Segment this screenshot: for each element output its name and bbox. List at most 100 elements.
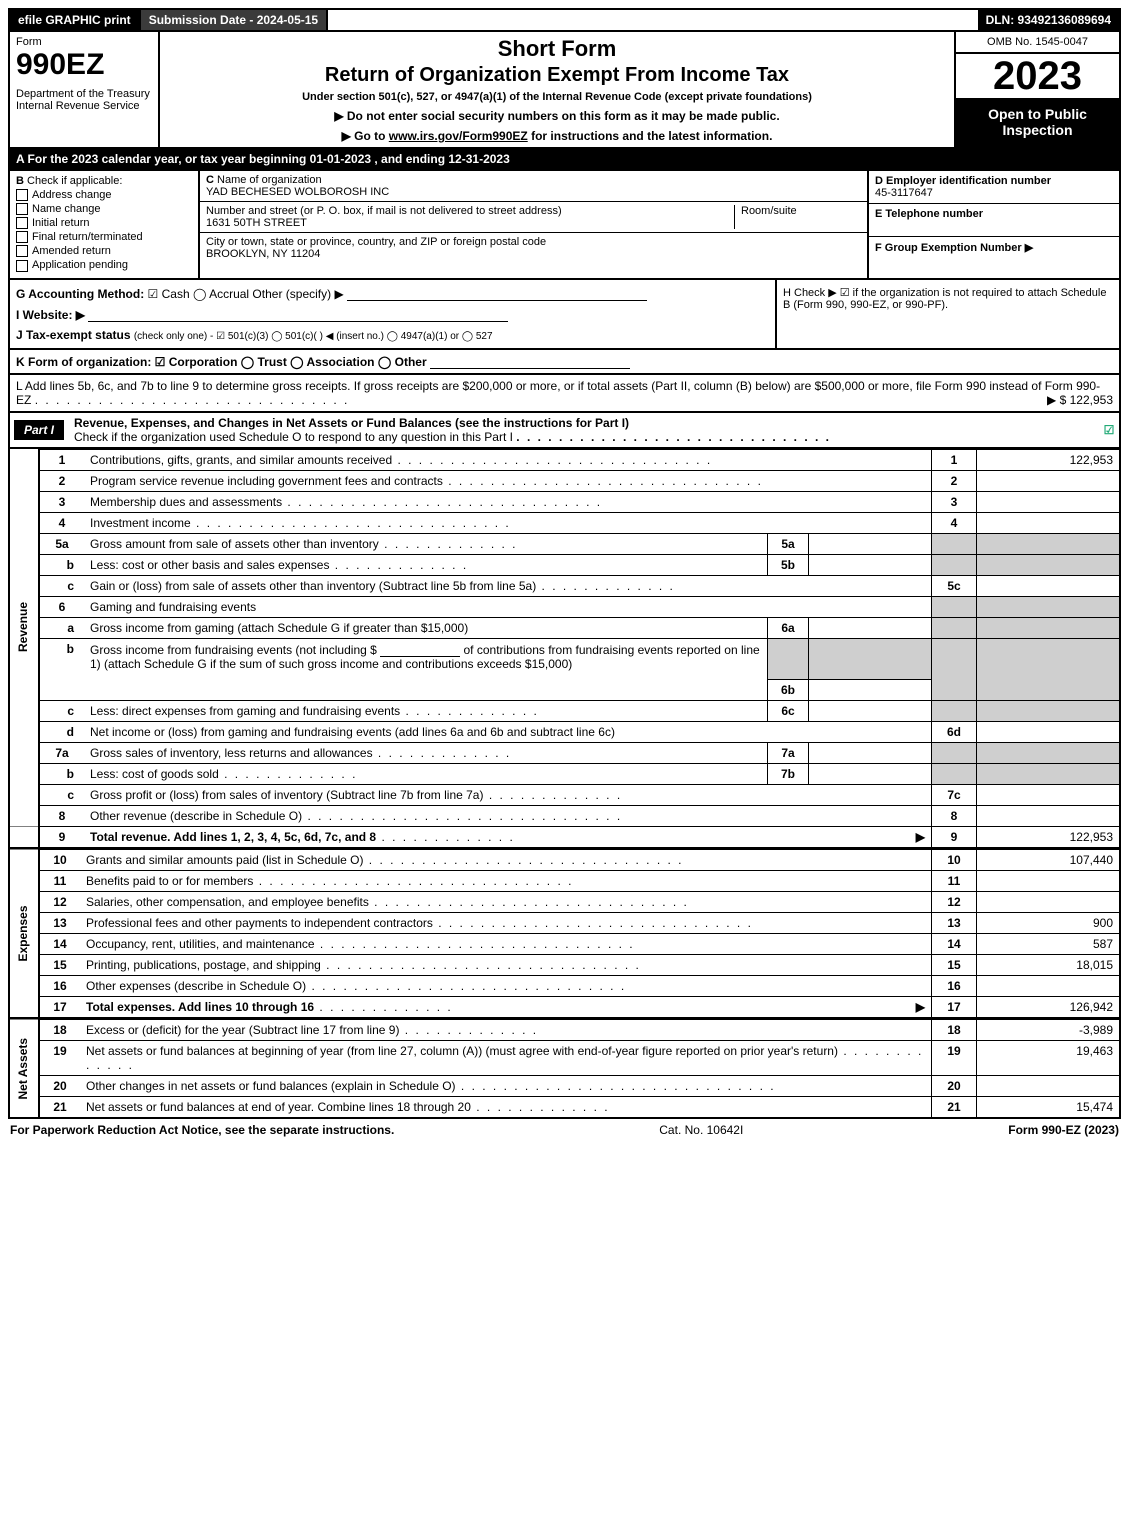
l16-desc: Other expenses (describe in Schedule O) bbox=[86, 979, 626, 993]
l19-num: 19 bbox=[39, 1040, 80, 1075]
l4-num: 4 bbox=[39, 512, 84, 533]
l5a-iv bbox=[809, 534, 932, 554]
l17-rnum: 17 bbox=[932, 996, 977, 1018]
box-d: D Employer identification number 45-3117… bbox=[869, 171, 1119, 278]
box-b-label: B bbox=[16, 175, 24, 187]
l3-val bbox=[977, 491, 1121, 512]
l11-num: 11 bbox=[39, 870, 80, 891]
l6a-desc: Gross income from gaming (attach Schedul… bbox=[90, 621, 468, 635]
k-text: K Form of organization: ☑ Corporation ◯ … bbox=[16, 355, 427, 369]
l8-num: 8 bbox=[39, 805, 84, 826]
form-word: Form bbox=[16, 36, 152, 48]
website-input[interactable] bbox=[88, 307, 508, 322]
l4-desc: Investment income bbox=[90, 516, 511, 530]
l20-val bbox=[977, 1075, 1121, 1096]
l5b-num: b bbox=[39, 554, 84, 575]
k-other-input[interactable] bbox=[430, 354, 630, 369]
cb-application-pending[interactable] bbox=[16, 260, 28, 272]
part1-title-text: Revenue, Expenses, and Changes in Net As… bbox=[74, 416, 629, 430]
l5b-shade1 bbox=[932, 554, 977, 575]
l7b-num: b bbox=[39, 763, 84, 784]
l2-desc: Program service revenue including govern… bbox=[90, 474, 763, 488]
l6d-num: d bbox=[39, 721, 84, 742]
l7a-iv bbox=[809, 743, 932, 763]
l7a-num: 7a bbox=[39, 742, 84, 763]
l7c-desc: Gross profit or (loss) from sales of inv… bbox=[90, 788, 622, 802]
l10-desc: Grants and similar amounts paid (list in… bbox=[86, 853, 684, 867]
l7a-il: 7a bbox=[768, 743, 809, 763]
cb-address-change[interactable] bbox=[16, 189, 28, 201]
l6-shade1 bbox=[932, 596, 977, 617]
l5a-il: 5a bbox=[768, 534, 809, 554]
l17-val: 126,942 bbox=[977, 996, 1121, 1018]
inspection-badge: Open to Public Inspection bbox=[956, 100, 1119, 147]
sidebar-blank bbox=[9, 805, 39, 826]
footer: For Paperwork Reduction Act Notice, see … bbox=[8, 1119, 1121, 1137]
l11-val bbox=[977, 870, 1121, 891]
l14-val: 587 bbox=[977, 933, 1121, 954]
l6b-shade2 bbox=[977, 638, 1121, 700]
l1-rnum: 1 bbox=[932, 449, 977, 470]
l2-rnum: 2 bbox=[932, 470, 977, 491]
cb-name-change[interactable] bbox=[16, 203, 28, 215]
l21-val: 15,474 bbox=[977, 1096, 1121, 1118]
street-label: Number and street (or P. O. box, if mail… bbox=[206, 205, 562, 217]
l7a-shade1 bbox=[932, 742, 977, 763]
l6b-amount-input[interactable] bbox=[380, 642, 460, 657]
l21-desc: Net assets or fund balances at end of ye… bbox=[86, 1100, 610, 1114]
box-b-text: Check if applicable: bbox=[27, 175, 122, 187]
l9-rnum: 9 bbox=[932, 826, 977, 848]
l6-desc: Gaming and fundraising events bbox=[84, 596, 932, 617]
l21-num: 21 bbox=[39, 1096, 80, 1118]
footer-right: Form 990-EZ (2023) bbox=[1008, 1123, 1119, 1137]
opt-name: Name change bbox=[32, 203, 101, 215]
l8-rnum: 8 bbox=[932, 805, 977, 826]
l6c-shade1 bbox=[932, 700, 977, 721]
form-number: 990EZ bbox=[16, 48, 152, 82]
section-a: A For the 2023 calendar year, or tax yea… bbox=[8, 149, 1121, 171]
part1-title: Revenue, Expenses, and Changes in Net As… bbox=[68, 413, 1099, 447]
info-grid: B Check if applicable: Address change Na… bbox=[8, 171, 1121, 280]
l3-rnum: 3 bbox=[932, 491, 977, 512]
l14-num: 14 bbox=[39, 933, 80, 954]
cb-final-return[interactable] bbox=[16, 231, 28, 243]
l2-val bbox=[977, 470, 1121, 491]
irs-link[interactable]: www.irs.gov/Form990EZ bbox=[389, 129, 528, 143]
l3-desc: Membership dues and assessments bbox=[90, 495, 602, 509]
sidebar-expenses: Expenses bbox=[9, 849, 39, 1018]
l19-desc: Net assets or fund balances at beginning… bbox=[86, 1044, 923, 1072]
part1-check-line: Check if the organization used Schedule … bbox=[74, 430, 513, 444]
l18-desc: Excess or (deficit) for the year (Subtra… bbox=[86, 1023, 538, 1037]
l7c-rnum: 7c bbox=[932, 784, 977, 805]
l11-desc: Benefits paid to or for members bbox=[86, 874, 573, 888]
l6b-shade1 bbox=[932, 638, 977, 700]
l6d-val bbox=[977, 721, 1121, 742]
l1-desc: Contributions, gifts, grants, and simila… bbox=[90, 453, 712, 467]
cb-initial-return[interactable] bbox=[16, 217, 28, 229]
l17-arrow: ▶ bbox=[916, 1000, 925, 1014]
l6a-shade1 bbox=[932, 617, 977, 638]
l9-arrow: ▶ bbox=[916, 830, 925, 844]
l12-desc: Salaries, other compensation, and employ… bbox=[86, 895, 689, 909]
l6b-shade-top2 bbox=[809, 639, 932, 680]
part1-checkmark: ☑ bbox=[1099, 423, 1119, 437]
l17-dots bbox=[314, 1000, 453, 1014]
l6d-desc: Net income or (loss) from gaming and fun… bbox=[90, 725, 615, 739]
part1-label: Part I bbox=[14, 420, 64, 440]
sidebar-blank2 bbox=[9, 826, 39, 848]
footer-mid: Cat. No. 10642I bbox=[659, 1123, 743, 1137]
l5c-desc: Gain or (loss) from sale of assets other… bbox=[90, 579, 675, 593]
l6d-rnum: 6d bbox=[932, 721, 977, 742]
l15-desc: Printing, publications, postage, and shi… bbox=[86, 958, 641, 972]
title-short-form: Short Form bbox=[166, 36, 948, 62]
l6b-num: b bbox=[39, 638, 84, 700]
cb-amended-return[interactable] bbox=[16, 245, 28, 257]
l-amount: ▶ $ 122,953 bbox=[1047, 393, 1113, 407]
l8-desc: Other revenue (describe in Schedule O) bbox=[90, 809, 622, 823]
l12-val bbox=[977, 891, 1121, 912]
l5a-shade1 bbox=[932, 533, 977, 554]
l17-desc: Total expenses. Add lines 10 through 16 bbox=[86, 1000, 314, 1014]
l5a-num: 5a bbox=[39, 533, 84, 554]
city-label: City or town, state or province, country… bbox=[206, 236, 546, 248]
g-other-input[interactable] bbox=[347, 286, 647, 301]
